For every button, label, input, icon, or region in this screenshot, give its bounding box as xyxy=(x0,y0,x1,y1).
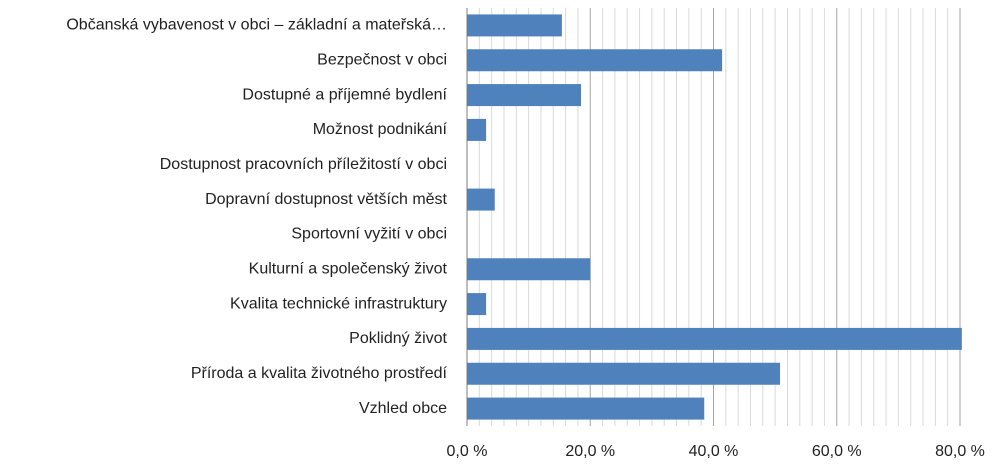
y-tick-label: Příroda a kvalita životného prostředí xyxy=(191,365,448,382)
y-tick-label: Bezpečnost v obci xyxy=(317,51,447,68)
y-tick-label: Možnost podnikání xyxy=(313,121,448,138)
x-tick-label: 80,0 % xyxy=(935,443,985,460)
bar xyxy=(467,293,487,316)
y-tick-label: Sportovní vyžití v obci xyxy=(291,226,447,243)
x-tick-label: 20,0 % xyxy=(565,443,615,460)
x-tick-label: 60,0 % xyxy=(812,443,862,460)
bar xyxy=(467,327,962,350)
x-tick-label: 0,0 % xyxy=(447,443,488,460)
bar xyxy=(467,258,591,281)
y-tick-label: Občanská vybavenost v obci – základní a … xyxy=(66,17,447,34)
bar xyxy=(467,362,781,385)
y-tick-label: Dopravní dostupnost větších měst xyxy=(205,191,447,208)
y-tick-label: Dostupnost pracovních příležitostí v obc… xyxy=(160,156,447,173)
y-tick-label: Kulturní a společenský život xyxy=(249,260,448,277)
bar xyxy=(467,49,723,72)
bar xyxy=(467,84,582,107)
y-tick-label: Poklidný život xyxy=(349,330,447,347)
bar xyxy=(467,397,705,420)
y-tick-label: Kvalita technické infrastruktury xyxy=(230,295,447,312)
bar xyxy=(467,118,487,141)
y-tick-label: Dostupné a příjemné bydlení xyxy=(242,86,447,103)
y-tick-label: Vzhled obce xyxy=(359,400,447,417)
x-tick-label: 40,0 % xyxy=(689,443,739,460)
bar xyxy=(467,188,495,211)
bar xyxy=(467,14,562,37)
